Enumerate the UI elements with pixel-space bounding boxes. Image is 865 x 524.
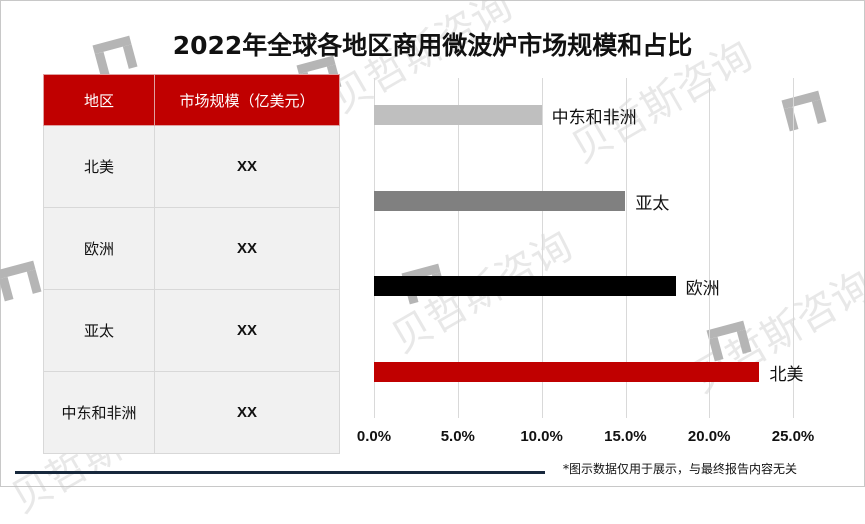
region-cell: 中东和非洲 xyxy=(43,371,155,454)
bar-3 xyxy=(374,362,760,382)
footnote: *图示数据仅用于展示，与最终报告内容无关 xyxy=(563,462,798,476)
value-cell: XX xyxy=(154,207,340,290)
region-cell: 欧洲 xyxy=(43,207,155,290)
bar-label: 欧洲 xyxy=(685,279,720,299)
bar-label: 北美 xyxy=(769,365,804,385)
value-cell: XX xyxy=(154,125,340,208)
table-row: 中东和非洲 XX xyxy=(43,371,340,454)
bar-label: 亚太 xyxy=(635,194,670,214)
bar-chart: 中东和非洲亚太欧洲北美 xyxy=(374,78,803,418)
x-tick-label: 25.0% xyxy=(771,428,815,445)
bar-0 xyxy=(374,105,542,125)
chart-title: 2022年全球各地区商用微波炉市场规模和占比 xyxy=(172,31,693,60)
table-row: 欧洲 XX xyxy=(43,207,340,290)
header-region: 地区 xyxy=(43,74,155,126)
x-tick-label: 15.0% xyxy=(604,428,647,445)
gridline xyxy=(626,78,627,418)
gridline xyxy=(458,78,459,418)
footer-rule xyxy=(15,471,545,474)
x-tick-label: 5.0% xyxy=(440,428,475,445)
gridline xyxy=(542,78,543,418)
x-tick-label: 10.0% xyxy=(520,428,563,445)
region-cell: 亚太 xyxy=(43,289,155,372)
header-market-size: 市场规模（亿美元） xyxy=(154,74,340,126)
table-row: 北美 XX xyxy=(43,125,340,208)
gridline xyxy=(374,78,375,418)
value-cell: XX xyxy=(154,371,340,454)
bar-label: 中东和非洲 xyxy=(551,108,637,128)
region-cell: 北美 xyxy=(43,125,155,208)
gridline xyxy=(793,78,794,418)
market-size-table: 地区 市场规模（亿美元） 北美 XX 欧洲 XX 亚太 XX 中东和非洲 XX xyxy=(43,74,340,454)
table-row: 亚太 XX xyxy=(43,289,340,372)
x-tick-label: 20.0% xyxy=(687,428,731,445)
bar-2 xyxy=(374,276,676,296)
gridline xyxy=(709,78,710,418)
bar-1 xyxy=(374,191,626,211)
value-cell: XX xyxy=(154,289,340,372)
x-tick-label: 0.0% xyxy=(356,428,392,445)
